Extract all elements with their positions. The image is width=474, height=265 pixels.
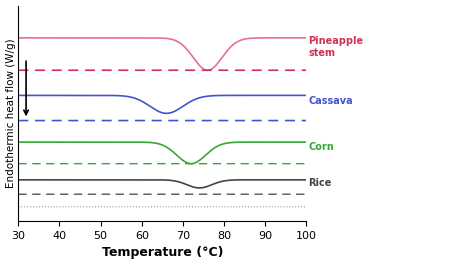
- Text: Cassava: Cassava: [309, 96, 353, 106]
- Y-axis label: Endothermic heat flow (W/g): Endothermic heat flow (W/g): [6, 38, 16, 188]
- Text: Corn: Corn: [309, 143, 334, 152]
- Text: Rice: Rice: [309, 178, 332, 188]
- X-axis label: Temperature (°C): Temperature (°C): [101, 246, 223, 259]
- Text: Pineapple
stem: Pineapple stem: [309, 36, 364, 58]
